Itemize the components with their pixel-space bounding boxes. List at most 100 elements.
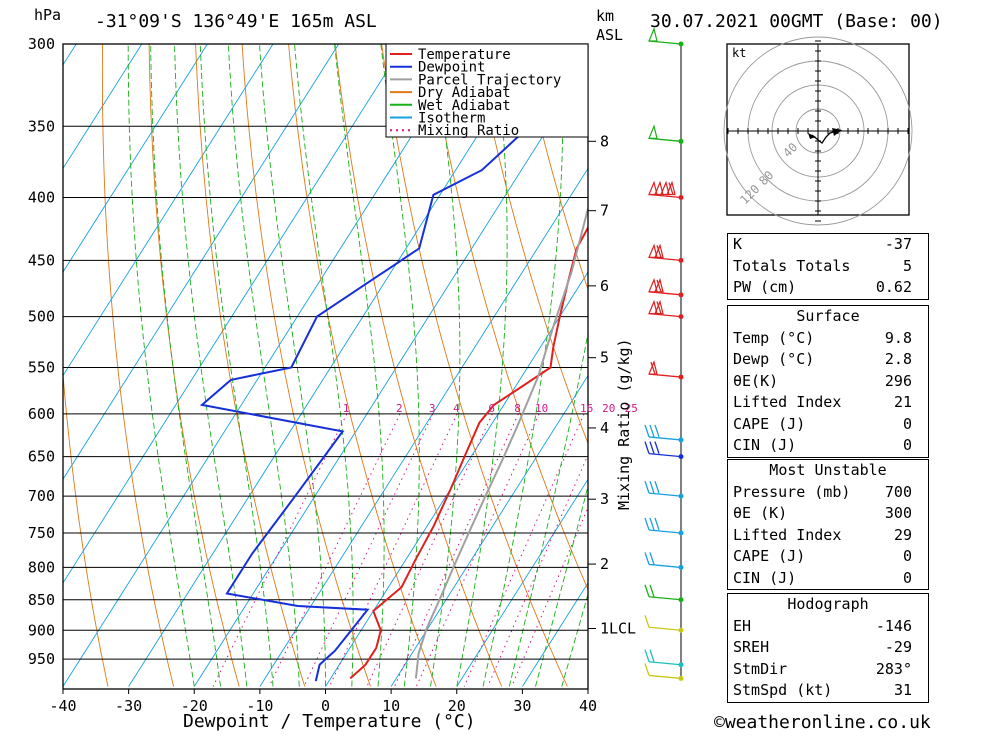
km-tick-label: 3 bbox=[600, 490, 609, 508]
hodograph-stats-table: Hodograph EH -146 SREH -29 StmDir 283° StmSpd (… bbox=[727, 593, 929, 703]
wet-adiabat-line bbox=[334, 44, 385, 687]
x-tick-label: -40 bbox=[49, 697, 76, 715]
wind-barb bbox=[644, 517, 684, 536]
wet-adiabat-line bbox=[430, 44, 461, 687]
row-value: -29 bbox=[884, 638, 912, 656]
wind-barb bbox=[648, 124, 684, 144]
x-axis-label: Dewpoint / Temperature (°C) bbox=[183, 711, 476, 732]
isotherm-line bbox=[128, 44, 536, 687]
mixing-ratio-label: 10 bbox=[535, 402, 548, 415]
x-tick-label: -30 bbox=[115, 697, 142, 715]
row-value: 5 bbox=[902, 256, 912, 275]
wet-adiabat-line bbox=[150, 44, 221, 687]
table-row: StmSpd (kt) 31 bbox=[728, 680, 928, 702]
table-row: Totals Totals 5 bbox=[728, 256, 928, 278]
row-label: Totals Totals bbox=[733, 256, 851, 275]
wet-adiabat-line bbox=[456, 44, 508, 687]
row-value: 21 bbox=[893, 393, 912, 411]
row-label: StmSpd (kt) bbox=[733, 681, 833, 699]
mixing-ratio-line bbox=[415, 413, 540, 687]
x-tick-label: 10 bbox=[382, 697, 400, 715]
row-label: CIN (J) bbox=[733, 436, 797, 454]
km-tick-label: 7 bbox=[600, 202, 609, 220]
wind-barb bbox=[644, 552, 684, 570]
wet-adiabat-line bbox=[535, 484, 588, 687]
mixing-ratio-label: 16 bbox=[580, 402, 593, 415]
table-row: CAPE (J) 0 bbox=[728, 546, 928, 568]
wind-barb bbox=[644, 584, 684, 603]
table-row: Pressure (mb) 700 bbox=[728, 482, 928, 504]
row-value: 0.62 bbox=[875, 278, 912, 296]
table-row: CIN (J) 0 bbox=[728, 435, 928, 457]
isotherm-line bbox=[193, 64, 588, 687]
row-value: 0 bbox=[902, 547, 912, 565]
wind-barb bbox=[644, 615, 684, 633]
row-label: StmDir bbox=[733, 659, 788, 678]
asl-unit-label: ASL bbox=[596, 26, 623, 44]
isotherm-line bbox=[63, 44, 471, 687]
mixing-ratio-line bbox=[329, 413, 458, 687]
storm-motion-arrow bbox=[832, 128, 842, 136]
row-value: -37 bbox=[884, 235, 912, 253]
km-tick-label: 5 bbox=[600, 349, 609, 367]
row-label: PW (cm) bbox=[733, 278, 797, 296]
legend-label: Parcel Trajectory bbox=[418, 72, 561, 88]
x-tick-label: 40 bbox=[579, 697, 597, 715]
wind-barb bbox=[644, 441, 684, 460]
row-value: 283° bbox=[875, 659, 912, 678]
x-tick-label: 0 bbox=[321, 697, 330, 715]
pressure-tick-label: 300 bbox=[28, 35, 55, 53]
pressure-tick-label: 900 bbox=[28, 621, 55, 639]
table-row: EH -146 bbox=[728, 616, 928, 638]
row-label: θE (K) bbox=[733, 504, 788, 522]
row-value: 300 bbox=[884, 504, 912, 522]
row-value: 0 bbox=[902, 414, 912, 433]
mixing-ratio-label: 4 bbox=[453, 402, 460, 415]
pressure-tick-label: 400 bbox=[28, 189, 55, 207]
mixing-ratio-label: 6 bbox=[488, 402, 495, 415]
wind-barb bbox=[648, 180, 684, 201]
pressure-tick-label: 500 bbox=[28, 308, 55, 326]
row-label: CAPE (J) bbox=[733, 414, 806, 433]
wind-barb bbox=[644, 424, 684, 443]
row-label: θE(K) bbox=[733, 371, 779, 390]
profile-temperature bbox=[349, 225, 588, 680]
isotherm-line bbox=[63, 44, 340, 481]
table-title: Surface bbox=[796, 307, 860, 325]
wind-barb bbox=[648, 277, 684, 298]
isotherm-line bbox=[325, 271, 588, 687]
legend-box bbox=[385, 43, 589, 138]
wind-barb bbox=[644, 480, 684, 499]
table-row: Temp (°C) 9.8 bbox=[728, 328, 928, 350]
row-label: Temp (°C) bbox=[733, 328, 815, 347]
km-tick-label: 2 bbox=[600, 555, 609, 573]
wind-barb bbox=[648, 243, 684, 263]
x-tick-label: -20 bbox=[181, 697, 208, 715]
table-row: Lifted Index 21 bbox=[728, 392, 928, 414]
pressure-tick-label: 700 bbox=[28, 487, 55, 505]
mixing-ratio-line bbox=[303, 413, 434, 687]
mixing-ratio-label: 25 bbox=[625, 402, 638, 415]
row-label: Pressure (mb) bbox=[733, 482, 851, 501]
surface-table: Surface Temp (°C) 9.8 Dewp (°C) 2.8 θE(K) 296 L… bbox=[727, 305, 929, 458]
dry-adiabat-line bbox=[288, 44, 437, 687]
row-value: 9.8 bbox=[884, 328, 912, 347]
row-value: 0 bbox=[902, 568, 912, 587]
wind-barb bbox=[644, 649, 684, 668]
table-row: CAPE (J) 0 bbox=[728, 414, 928, 436]
isotherm-line bbox=[0, 44, 11, 687]
x-tick-label: -10 bbox=[246, 697, 273, 715]
mixing-ratio-line bbox=[463, 413, 585, 687]
isotherm-line bbox=[456, 478, 588, 687]
row-label: K bbox=[733, 235, 743, 253]
table-title: Hodograph bbox=[787, 595, 869, 613]
table-row: θE (K) 300 bbox=[728, 503, 928, 525]
table-row: θE(K) 296 bbox=[728, 371, 928, 393]
isotherm-line bbox=[63, 44, 143, 170]
wind-barb bbox=[644, 663, 684, 681]
hodograph-arrow bbox=[808, 133, 816, 139]
wind-barb bbox=[648, 27, 684, 47]
x-tick-label: 20 bbox=[448, 697, 466, 715]
pressure-tick-label: 650 bbox=[28, 448, 55, 466]
